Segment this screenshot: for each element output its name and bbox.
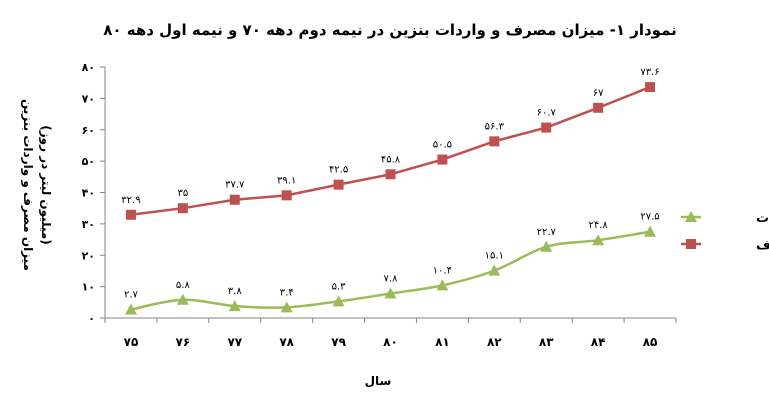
y-tick-label: ۷۰ <box>82 92 95 105</box>
y-axis-label: میزان مصرف و واردات بنزین <box>20 99 35 271</box>
y-axis-unit: (میلیون لیتر در روز) <box>38 125 53 245</box>
data-point <box>644 225 657 237</box>
data-label: ۱۵.۱ <box>485 251 504 262</box>
y-tick-label: ۲۰ <box>82 249 95 262</box>
series-layer: ۲.۷۵.۸۳.۸ ۳.۴۵.۳۷.۸۱۰.۴۱۵.۱۲۲.۷۲۴.۸۲۷.۵۳۲… <box>121 67 660 315</box>
data-label: ۵۰.۵ <box>433 140 452 151</box>
y-tick-label: ۱۰ <box>82 281 95 294</box>
data-point <box>228 300 241 312</box>
data-label: ۴۵.۸ <box>381 154 401 165</box>
legend-item: واردات <box>681 211 769 226</box>
y-tick-label: ۶۰ <box>82 124 95 137</box>
series-imports: ۲.۷ ۵.۸ ۳.۸ ۳.۴ ۵.۳ ۷.۸ ۱۰.۴ ۱۵.۱ ۲۲.۷ ۲۴.۸ ۲۷.۵ <box>124 212 660 315</box>
x-tick-label: ۷۷ <box>227 335 242 349</box>
data-label: ۳۵ <box>177 188 188 199</box>
data-label: ۳.۴ <box>280 287 294 298</box>
x-tick-label: ۸۰ <box>383 335 398 349</box>
data-label: ۵۶.۳ <box>485 121 505 132</box>
y-ticks: ۰ ۱۰ ۲۰ ۳۰ ۴۰ ۵۰ ۶۰ ۷۰ ۸۰ <box>82 61 105 325</box>
data-label: ۷.۸ <box>384 274 399 285</box>
data-point <box>540 240 553 252</box>
legend-label: مصرف <box>756 238 769 253</box>
data-label: ۳۲.۹ <box>121 195 140 206</box>
data-label: ۱۰.۴ <box>433 265 452 276</box>
x-tick-label: ۸۱ <box>435 335 450 349</box>
data-point <box>488 264 501 276</box>
legend-marker <box>686 239 696 249</box>
chart-title: نمودار ۱- میزان مصرف و واردات بنزین در ن… <box>103 21 677 39</box>
x-tick-label: ۷۹ <box>331 335 346 349</box>
data-label: ۳۹.۱ <box>277 175 296 186</box>
data-label: ۲۴.۸ <box>588 220 608 231</box>
legend-item: مصرف <box>681 238 769 253</box>
y-tick-label: ۴۰ <box>82 187 95 200</box>
data-label: ۲۲.۷ <box>537 227 557 238</box>
y-axis-title: میزان مصرف و واردات بنزین (میلیون لیتر د… <box>20 99 53 271</box>
data-point <box>281 190 292 201</box>
legend: واردات مصرف <box>681 211 769 253</box>
data-point <box>176 293 189 305</box>
y-tick-label: ۰ <box>88 312 95 325</box>
data-point <box>592 234 605 246</box>
data-point <box>332 295 345 307</box>
legend-label: واردات <box>756 211 769 226</box>
data-point <box>645 82 656 93</box>
x-tick-label: ۷۶ <box>176 335 191 349</box>
data-point <box>437 154 448 165</box>
x-ticks: ۷۵ ۷۶ ۷۷ ۷۸ ۷۹ ۸۰ ۸۱ ۸۲ ۸۳ ۸۴ ۸۵ <box>104 318 677 349</box>
series-consumption: ۳۲.۹ ۳۵ ۳۷.۷ ۳۹.۱ ۴۲.۵ ۴۵.۸ ۵۰.۵ ۵۶.۳ ۶۰.۷ ۶۷ ۷۳.۶ <box>121 67 660 220</box>
data-point <box>593 102 604 113</box>
data-label: ۴۲.۵ <box>329 165 348 176</box>
data-label: ۷۳.۶ <box>640 67 659 78</box>
x-tick-label: ۷۸ <box>279 335 294 349</box>
data-point <box>384 287 397 299</box>
data-label: ۳۷.۷ <box>225 180 245 191</box>
data-point <box>177 203 188 214</box>
data-point <box>280 301 293 313</box>
x-tick-label: ۸۳ <box>539 335 554 349</box>
data-label: ۵.۸ <box>176 280 191 291</box>
data-label: ۲۷.۵ <box>640 212 659 223</box>
data-point <box>385 169 396 180</box>
data-point <box>436 279 449 291</box>
x-axis-label: سال <box>365 374 392 388</box>
data-point <box>124 303 137 315</box>
data-point <box>333 179 344 190</box>
data-point <box>541 122 552 133</box>
y-tick-label: ۸۰ <box>82 61 95 74</box>
series-line <box>130 85 651 217</box>
data-label: ۳.۸ <box>228 286 243 297</box>
data-label: ۶۷ <box>593 88 604 99</box>
y-tick-label: ۵۰ <box>82 155 95 168</box>
x-tick-label: ۸۲ <box>487 335 502 349</box>
data-point <box>229 194 240 205</box>
x-tick-label: ۸۵ <box>643 335 658 349</box>
data-label: ۲.۷ <box>124 290 139 301</box>
x-tick-label: ۷۵ <box>124 335 139 349</box>
data-label: ۵.۳ <box>332 281 347 292</box>
data-point <box>125 209 136 220</box>
x-tick-label: ۸۴ <box>591 335 606 349</box>
data-point <box>489 136 500 147</box>
legend-marker <box>685 211 697 222</box>
data-label: ۶۰.۷ <box>537 108 557 119</box>
y-tick-label: ۳۰ <box>82 218 95 231</box>
